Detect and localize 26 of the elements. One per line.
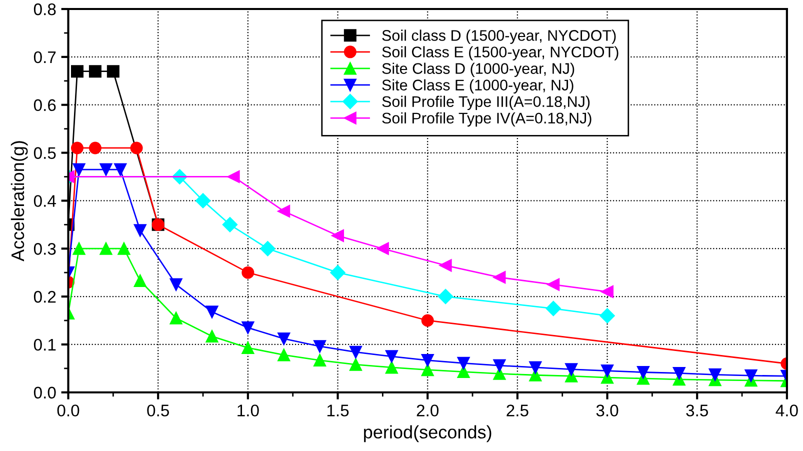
y-tick-label: 0.3 xyxy=(34,243,56,255)
y-tick-label: 0.8 xyxy=(34,3,56,16)
x-tick-label: 2.5 xyxy=(506,404,528,416)
y-tick-label: 0.6 xyxy=(34,99,56,112)
y-tick-label: 0.7 xyxy=(34,51,56,64)
y-tick-label: 0.0 xyxy=(34,386,56,399)
legend-label: Soil Class E (1500-year, NYCDOT) xyxy=(382,46,618,60)
y-tick-label: 0.5 xyxy=(34,147,56,159)
x-tick-label: 0.5 xyxy=(147,404,169,416)
x-tick-label: 3.0 xyxy=(596,404,618,416)
x-axis-title: period(seconds) xyxy=(364,425,492,442)
legend-label: Soil class D (1500-year, NYCDOT) xyxy=(382,30,616,44)
x-tick-label: 3.5 xyxy=(686,404,708,416)
legend-label: Soil Profile Type III(A=0.18,NJ) xyxy=(382,96,590,110)
legend-label: Site Class E (1000-year, NJ) xyxy=(382,79,574,94)
y-tick-label: 0.2 xyxy=(34,290,56,303)
y-tick-label: 0.1 xyxy=(34,338,56,351)
x-tick-label: 4.0 xyxy=(776,404,798,416)
x-tick-label: 1.0 xyxy=(238,404,259,416)
y-tick-label: 0.4 xyxy=(34,195,56,207)
y-axis-title: Acceleration(g) xyxy=(10,141,28,262)
legend-label: Site Class D (1000-year, NJ) xyxy=(382,62,574,77)
x-tick-label: 1.5 xyxy=(327,404,349,416)
legend-label: Soil Profile Type IV(A=0.18,NJ) xyxy=(382,112,592,127)
x-tick-label: 0.0 xyxy=(57,404,80,416)
x-tick-label: 2.0 xyxy=(416,404,439,416)
